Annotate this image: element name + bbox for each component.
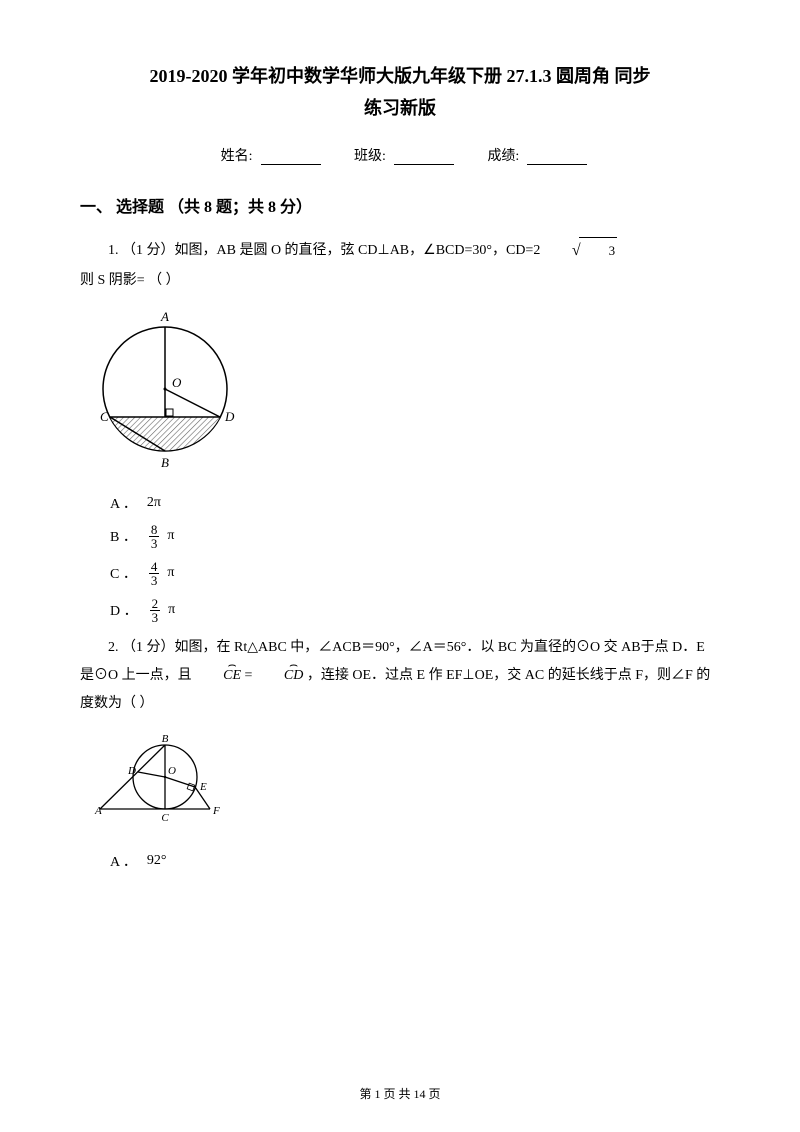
info-line: 姓名: 班级: 成绩: — [80, 145, 720, 165]
svg-text:F: F — [212, 805, 220, 817]
q1-option-a[interactable]: A ． 2π — [110, 493, 720, 513]
q1-option-d[interactable]: D ． 23 π — [110, 597, 720, 624]
svg-text:C: C — [161, 812, 169, 824]
sqrt-icon: √3 — [544, 235, 617, 267]
footer-suffix: 页 — [426, 1087, 441, 1101]
footer-prefix: 第 — [359, 1087, 374, 1101]
pi-symbol: π — [168, 602, 175, 618]
q2-option-a[interactable]: A ． 92° — [110, 851, 720, 871]
page-total: 14 — [414, 1087, 426, 1101]
figure-2: B A C F E O D — [90, 732, 720, 837]
class-blank[interactable] — [394, 151, 454, 165]
option-text: 92° — [147, 853, 167, 869]
eq-sign: = — [245, 668, 256, 683]
svg-text:B: B — [161, 455, 169, 470]
svg-text:D: D — [127, 765, 136, 777]
fraction-icon: 83 — [149, 523, 160, 550]
q1-option-c[interactable]: C ． 43 π — [110, 560, 720, 587]
option-label: B ． — [110, 526, 137, 546]
q1-text2: 则 S 阴影= （ ） — [80, 273, 180, 288]
svg-text:A: A — [94, 805, 102, 817]
name-blank[interactable] — [261, 151, 321, 165]
option-label: A ． — [110, 851, 137, 871]
fraction-icon: 43 — [149, 560, 160, 587]
footer-middle: 页 共 — [380, 1087, 413, 1101]
q1-text1: 1. （1 分）如图，AB 是圆 O 的直径，弦 CD⊥AB，∠BCD=30°，… — [108, 243, 544, 258]
option-label: C ． — [110, 563, 137, 583]
page-title: 2019-2020 学年初中数学华师大版九年级下册 27.1.3 圆周角 同步 … — [80, 60, 720, 125]
arc-ce: CE — [195, 662, 241, 690]
score-blank[interactable] — [527, 151, 587, 165]
option-label: D ． — [110, 600, 138, 620]
fraction-icon: 23 — [150, 597, 161, 624]
name-label: 姓名: — [221, 145, 253, 165]
svg-text:C: C — [100, 409, 109, 424]
q1-option-b[interactable]: B ． 83 π — [110, 523, 720, 550]
svg-text:O: O — [172, 375, 182, 390]
option-text: 2π — [147, 495, 161, 511]
svg-text:A: A — [160, 309, 169, 324]
title-line1: 2019-2020 学年初中数学华师大版九年级下册 27.1.3 圆周角 同步 — [80, 60, 720, 92]
svg-text:O: O — [168, 765, 176, 777]
svg-text:E: E — [199, 781, 207, 793]
svg-text:D: D — [224, 409, 235, 424]
pi-symbol: π — [167, 528, 174, 544]
class-label: 班级: — [354, 145, 386, 165]
page-footer: 第 1 页 共 14 页 — [0, 1085, 800, 1102]
score-label: 成绩: — [487, 145, 519, 165]
svg-text:B: B — [162, 733, 169, 745]
arc-cd: CD — [256, 662, 303, 690]
question-1: 1. （1 分）如图，AB 是圆 O 的直径，弦 CD⊥AB，∠BCD=30°，… — [80, 235, 720, 295]
section-heading: 一、 选择题 （共 8 题；共 8 分） — [80, 193, 720, 217]
title-line2: 练习新版 — [80, 92, 720, 124]
figure-1: A O C D B — [90, 309, 720, 479]
pi-symbol: π — [167, 565, 174, 581]
option-label: A ． — [110, 493, 137, 513]
question-2: 2. （1 分）如图，在 Rt△ABC 中，∠ACB＝90°，∠A＝56°．以 … — [80, 634, 720, 718]
